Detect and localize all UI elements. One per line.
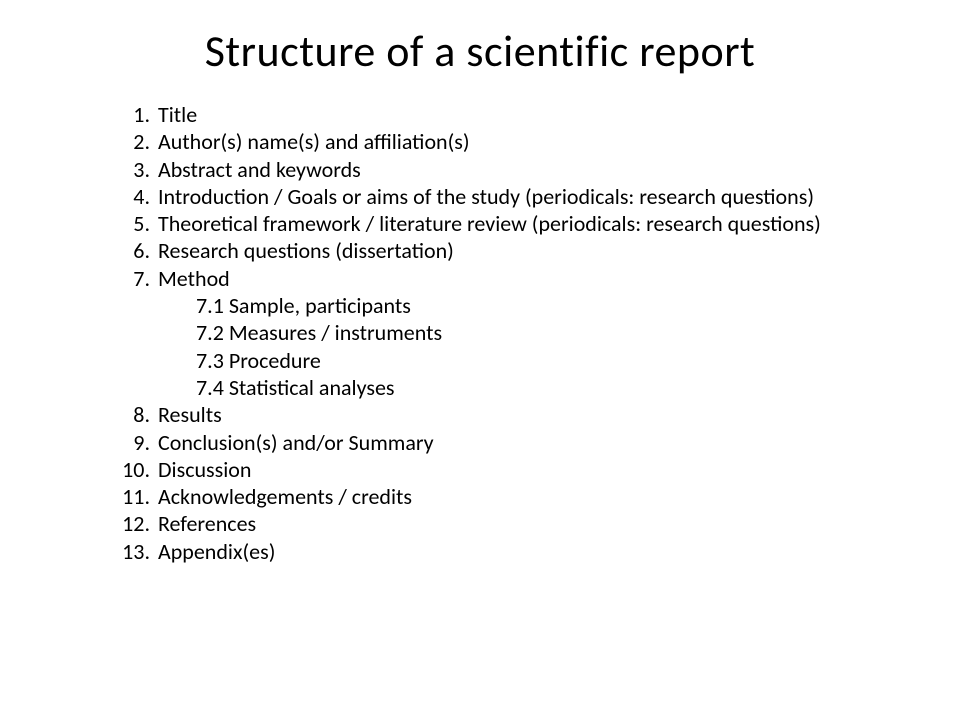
list-item: Appendix(es) — [120, 539, 860, 564]
list-item-text: Author(s) name(s) and affiliation(s) — [158, 128, 470, 155]
slide-content: Title Author(s) name(s) and affiliation(… — [60, 102, 900, 564]
list-item-text: References — [158, 510, 256, 537]
list-item-text: Conclusion(s) and/or Summary — [158, 429, 434, 456]
list-item: Discussion — [120, 457, 860, 482]
list-item-text: Results — [158, 401, 222, 428]
list-item: References — [120, 511, 860, 536]
list-item-text: Discussion — [158, 456, 251, 483]
list-item: Results — [120, 402, 860, 427]
sublist-item: 7.2 Measures / instruments — [158, 320, 860, 345]
list-item-text: Title — [158, 101, 197, 128]
list-item-text: Acknowledgements / credits — [158, 483, 412, 510]
list-item: Title — [120, 102, 860, 127]
sublist-item: 7.1 Sample, participants — [158, 293, 860, 318]
list-item: Research questions (dissertation) — [120, 238, 860, 263]
list-item-text: Research questions (dissertation) — [158, 237, 454, 264]
outline-list: Title Author(s) name(s) and affiliation(… — [120, 102, 860, 564]
sublist-item: 7.4 Statistical analyses — [158, 375, 860, 400]
slide-title: Structure of a scientific report — [60, 24, 900, 78]
list-item-text: Appendix(es) — [158, 538, 275, 565]
list-item: Acknowledgements / credits — [120, 484, 860, 509]
sublist: 7.1 Sample, participants 7.2 Measures / … — [158, 293, 860, 400]
list-item-text: Method — [158, 265, 230, 292]
list-item: Abstract and keywords — [120, 157, 860, 182]
list-item-text: Introduction / Goals or aims of the stud… — [158, 183, 814, 210]
slide: Structure of a scientific report Title A… — [0, 0, 960, 720]
list-item: Author(s) name(s) and affiliation(s) — [120, 129, 860, 154]
list-item: Theoretical framework / literature revie… — [120, 211, 860, 236]
sublist-item: 7.3 Procedure — [158, 348, 860, 373]
list-item: Method 7.1 Sample, participants 7.2 Meas… — [120, 266, 860, 400]
list-item: Introduction / Goals or aims of the stud… — [120, 184, 860, 209]
list-item-text: Theoretical framework / literature revie… — [158, 210, 821, 237]
list-item-text: Abstract and keywords — [158, 156, 361, 183]
list-item: Conclusion(s) and/or Summary — [120, 430, 860, 455]
